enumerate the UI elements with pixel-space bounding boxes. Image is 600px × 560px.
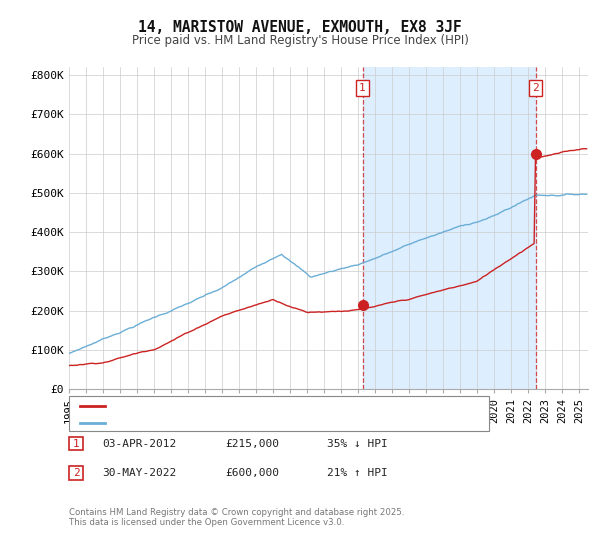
Text: 2: 2 xyxy=(532,83,539,93)
Text: 2: 2 xyxy=(73,468,80,478)
Text: HPI: Average price, detached house, East Devon: HPI: Average price, detached house, East… xyxy=(111,418,398,427)
Text: 35% ↓ HPI: 35% ↓ HPI xyxy=(327,438,388,449)
Text: 14, MARISTOW AVENUE, EXMOUTH, EX8 3JF (detached house): 14, MARISTOW AVENUE, EXMOUTH, EX8 3JF (d… xyxy=(111,401,449,411)
Text: 03-APR-2012: 03-APR-2012 xyxy=(102,438,176,449)
Bar xyxy=(362,67,536,389)
Text: £215,000: £215,000 xyxy=(225,438,279,449)
Text: 1: 1 xyxy=(359,83,366,93)
Text: 30-MAY-2022: 30-MAY-2022 xyxy=(102,468,176,478)
Text: 1: 1 xyxy=(73,438,80,449)
Text: Contains HM Land Registry data © Crown copyright and database right 2025.
This d: Contains HM Land Registry data © Crown c… xyxy=(69,508,404,528)
Text: Price paid vs. HM Land Registry's House Price Index (HPI): Price paid vs. HM Land Registry's House … xyxy=(131,34,469,46)
Text: £600,000: £600,000 xyxy=(225,468,279,478)
Text: 21% ↑ HPI: 21% ↑ HPI xyxy=(327,468,388,478)
Text: 14, MARISTOW AVENUE, EXMOUTH, EX8 3JF: 14, MARISTOW AVENUE, EXMOUTH, EX8 3JF xyxy=(138,20,462,35)
